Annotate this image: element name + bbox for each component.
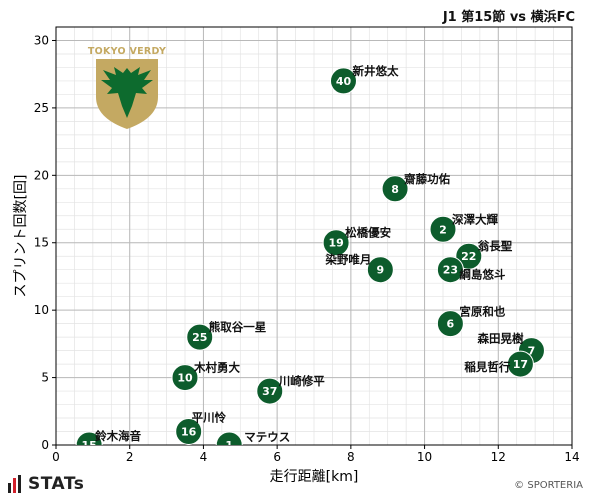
point-number-17: 17 xyxy=(513,358,528,371)
data-point-8 xyxy=(381,175,409,203)
point-name-17: 稲見哲行 xyxy=(464,360,510,374)
brand-logo: STATs xyxy=(8,474,84,494)
point-number-6: 6 xyxy=(447,318,455,331)
data-point-1 xyxy=(215,431,243,445)
data-point-19 xyxy=(322,229,350,257)
x-tick-label: 10 xyxy=(417,450,432,464)
data-point-6 xyxy=(436,310,464,338)
data-point-2 xyxy=(429,215,457,243)
point-name-40: 新井悠太 xyxy=(352,64,398,78)
y-tick-label: 5 xyxy=(41,371,49,385)
point-name-37: 川崎修平 xyxy=(278,374,325,388)
point-number-2: 2 xyxy=(439,223,447,236)
brand-name: STATs xyxy=(28,474,85,494)
point-name-15: 鈴木海音 xyxy=(95,429,141,443)
x-tick-label: 8 xyxy=(347,450,355,464)
point-number-1: 1 xyxy=(225,439,233,452)
point-number-8: 8 xyxy=(391,183,399,196)
point-number-9: 9 xyxy=(377,264,385,277)
point-name-6: 宮原和也 xyxy=(459,305,505,319)
point-number-25: 25 xyxy=(192,331,207,344)
x-tick-label: 14 xyxy=(564,450,579,464)
stats-bars-icon xyxy=(8,475,21,493)
eagle-head-icon xyxy=(123,71,131,79)
point-number-37: 37 xyxy=(262,385,277,398)
point-name-16: 平川怜 xyxy=(192,411,227,425)
point-name-9: 染野唯月 xyxy=(324,253,371,267)
point-name-25: 熊取谷一星 xyxy=(209,320,267,334)
point-name-2: 深澤大輝 xyxy=(452,212,498,226)
point-name-8: 齋藤功佑 xyxy=(403,172,450,186)
y-tick-label: 20 xyxy=(34,168,49,182)
point-name-7: 森田晃樹 xyxy=(477,332,523,346)
data-point-25 xyxy=(186,323,214,351)
club-logo-text: TOKYO VERDY xyxy=(88,46,166,57)
data-point-9 xyxy=(366,256,394,284)
x-axis-label: 走行距離[km] xyxy=(270,468,359,485)
point-name-10: 木村勇大 xyxy=(193,361,240,375)
y-axis-label: スプリント回数[回] xyxy=(13,175,29,298)
copyright: © SPORTERIA xyxy=(514,480,583,491)
data-point-17 xyxy=(506,350,534,378)
point-number-22: 22 xyxy=(461,250,476,263)
point-number-15: 15 xyxy=(82,439,97,452)
data-point-10 xyxy=(171,364,199,392)
data-point-37 xyxy=(256,377,284,405)
y-tick-label: 15 xyxy=(34,236,49,250)
data-point-23 xyxy=(436,256,464,284)
x-tick-label: 12 xyxy=(491,450,506,464)
x-tick-label: 0 xyxy=(52,450,60,464)
y-tick-label: 25 xyxy=(34,101,49,115)
y-tick-label: 0 xyxy=(41,438,49,452)
x-tick-label: 2 xyxy=(126,450,134,464)
point-number-16: 16 xyxy=(181,426,197,439)
point-name-19: 松橋優安 xyxy=(345,226,391,240)
point-number-40: 40 xyxy=(336,75,352,88)
plot-frame xyxy=(55,26,573,446)
point-name-23: 綱島悠斗 xyxy=(459,268,505,282)
point-name-22: 翁長聖 xyxy=(477,239,513,253)
point-number-23: 23 xyxy=(443,264,458,277)
data-point-16 xyxy=(175,418,203,445)
data-point-40 xyxy=(329,67,357,95)
point-number-7: 7 xyxy=(528,345,536,358)
point-name-1: マテウス xyxy=(244,430,290,444)
point-number-19: 19 xyxy=(328,237,343,250)
y-tick-label: 10 xyxy=(34,303,49,317)
point-number-10: 10 xyxy=(177,372,193,385)
club-logo: TOKYO VERDY xyxy=(88,46,166,129)
data-point-22 xyxy=(455,242,483,270)
chart-title: J1 第15節 vs 横浜FC xyxy=(442,10,575,25)
data-point-15 xyxy=(75,431,103,445)
x-tick-label: 6 xyxy=(273,450,281,464)
eagle-icon xyxy=(101,67,153,118)
data-points: 40 8 2 19 22 9 23 6 717 25 10 37 16 15 1 xyxy=(75,67,545,452)
y-tick-label: 30 xyxy=(34,33,49,47)
x-tick-label: 4 xyxy=(200,450,208,464)
